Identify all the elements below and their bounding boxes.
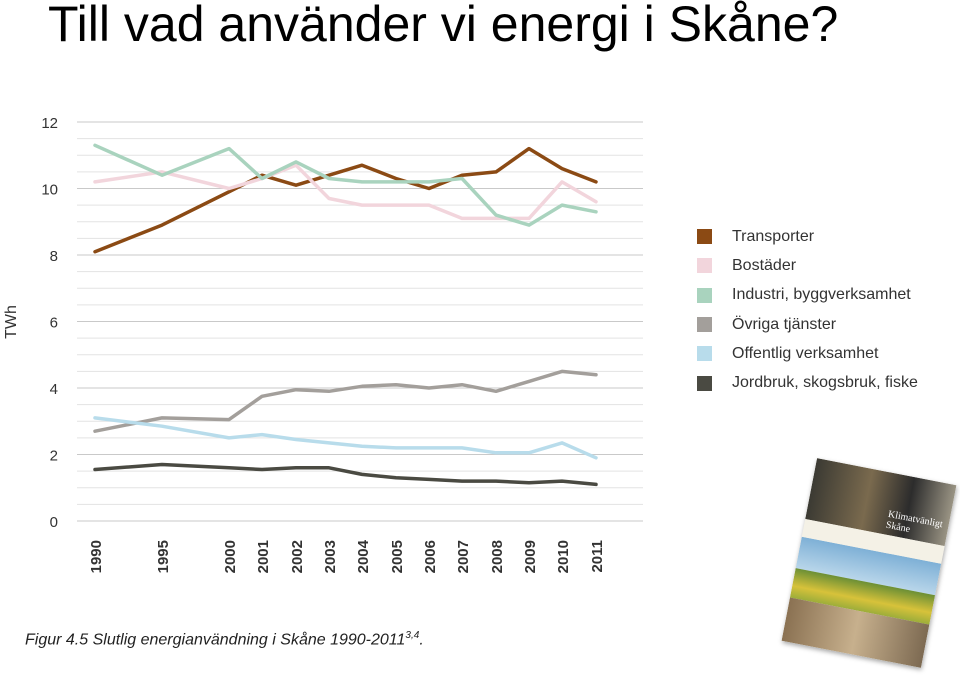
legend-item: Bostäder <box>697 251 918 280</box>
x-tick-label: 2000 <box>222 540 239 573</box>
x-tick-label: 2001 <box>255 540 272 573</box>
y-tick-label: 6 <box>50 315 58 332</box>
chart-axes: 0 2 4 6 8 10 12 TWh 1990 1995 2000 2001 2002 2003 2004… <box>3 115 606 573</box>
legend-item: Övriga tjänster <box>697 310 918 339</box>
caption-superscript: 3,4 <box>405 630 420 641</box>
legend-item: Offentlig verksamhet <box>697 339 918 368</box>
legend-label: Offentlig verksamhet <box>732 344 879 362</box>
series-line-5 <box>93 416 598 460</box>
legend-label: Jordbruk, skogsbruk, fiske <box>732 374 918 392</box>
slide-title: Till vad använder vi energi i Skåne? <box>48 0 839 52</box>
legend-swatch <box>697 258 712 274</box>
x-tick-label: 2008 <box>489 540 506 573</box>
legend-label: Övriga tjänster <box>732 315 837 333</box>
y-tick-label: 8 <box>50 248 58 265</box>
chart-gridlines <box>77 121 643 522</box>
legend-swatch <box>697 375 712 391</box>
y-tick-label: 0 <box>50 514 58 531</box>
legend-item: Industri, byggverksamhet <box>697 281 918 310</box>
legend-swatch <box>697 229 712 245</box>
y-axis-label: TWh <box>3 305 20 339</box>
caption-text: Figur 4.5 Slutlig energianvändning i Skå… <box>25 631 406 649</box>
legend-item: Transporter <box>697 222 918 251</box>
caption-suffix: . <box>419 631 424 649</box>
legend-swatch <box>697 317 712 333</box>
x-tick-label: 1990 <box>88 540 105 573</box>
legend-label: Bostäder <box>732 256 797 274</box>
legend-label: Transporter <box>732 227 815 245</box>
x-tick-label: 2005 <box>389 540 406 573</box>
x-tick-label: 2011 <box>589 540 606 573</box>
y-tick-label: 10 <box>41 182 58 199</box>
y-tick-label: 4 <box>50 381 58 398</box>
x-tick-label: 2009 <box>522 540 539 573</box>
series-line-2 <box>93 163 598 221</box>
x-tick-label: 2003 <box>322 540 339 573</box>
legend-swatch <box>697 346 712 362</box>
x-tick-label: 2007 <box>455 540 472 573</box>
series-line-4 <box>93 369 598 433</box>
legend-label: Industri, byggverksamhet <box>732 286 911 304</box>
x-tick-label: 2010 <box>555 540 572 573</box>
y-tick-label: 12 <box>41 115 58 132</box>
legend-item: Jordbruk, skogsbruk, fiske <box>697 368 918 397</box>
series-line-1 <box>93 146 598 254</box>
legend-swatch <box>697 287 712 303</box>
series-line-3 <box>93 143 598 227</box>
figure-caption: Figur 4.5 Slutlig energianvändning i Skå… <box>25 630 424 649</box>
series-line-6 <box>93 462 598 487</box>
y-tick-label: 2 <box>50 448 58 465</box>
x-tick-label: 2002 <box>289 540 306 573</box>
x-tick-label: 1995 <box>155 540 172 573</box>
x-tick-label: 2006 <box>422 540 439 573</box>
chart-legend: Transporter Bostäder Industri, byggverksam… <box>697 222 918 398</box>
chart-series <box>93 143 598 487</box>
x-tick-label: 2004 <box>355 539 372 573</box>
